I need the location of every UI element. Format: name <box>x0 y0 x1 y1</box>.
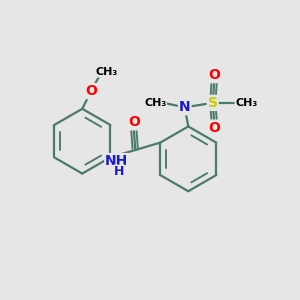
Text: O: O <box>208 68 220 82</box>
Text: CH₃: CH₃ <box>235 98 257 108</box>
Text: O: O <box>85 84 97 98</box>
Text: H: H <box>114 165 124 178</box>
Text: O: O <box>128 115 140 129</box>
Text: CH₃: CH₃ <box>95 67 118 77</box>
Text: N: N <box>179 100 190 114</box>
Text: CH₃: CH₃ <box>144 98 166 108</box>
Text: S: S <box>208 96 218 110</box>
Text: NH: NH <box>105 154 128 168</box>
Text: O: O <box>208 121 220 135</box>
